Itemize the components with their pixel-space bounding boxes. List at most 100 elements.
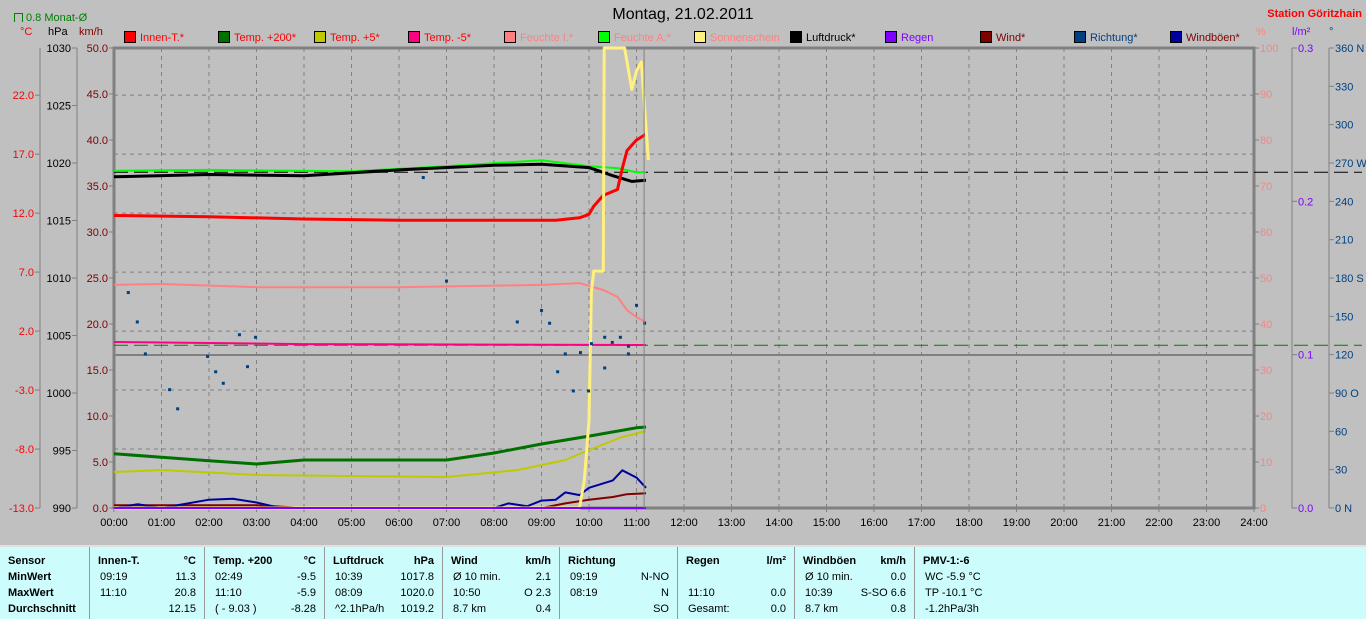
cell-label: Gesamt: xyxy=(688,603,730,615)
table-row xyxy=(678,571,794,587)
table-column: Luftdruck hPa 10:39 1017.8 08:09 1020.0 ^2.1hP… xyxy=(325,547,443,619)
legend-label: Temp. +200* xyxy=(234,32,297,44)
cell-label: 11:10 xyxy=(100,587,127,599)
cell-label: 08:19 xyxy=(570,587,598,599)
rain-tick-label: 0.1 xyxy=(1298,350,1313,362)
x-tick-label: 09:00 xyxy=(528,517,556,529)
cell-label: ^2.1hPa/h xyxy=(335,603,385,615)
humidity-tick-label: 10 xyxy=(1260,457,1272,469)
cell-label: 09:19 xyxy=(100,571,128,583)
rain-tick-label: 0.3 xyxy=(1298,43,1313,55)
plot-frame xyxy=(112,46,1256,510)
humidity-tick-label: 0 xyxy=(1260,503,1266,515)
direction-tick-label: 360 N xyxy=(1335,43,1364,55)
cell-label: 11:10 xyxy=(688,587,715,599)
column-header: Richtung xyxy=(568,555,616,567)
direction-tick-label: 150 xyxy=(1335,311,1353,323)
column-unit: °C xyxy=(183,555,196,567)
x-tick-label: 00:00 xyxy=(100,517,128,529)
table-row: 09:19 11.3 xyxy=(90,571,204,587)
cell-value: 0.0 xyxy=(770,587,786,599)
column-header: Regen xyxy=(686,555,720,567)
cell-label: 8.7 km xyxy=(805,603,839,615)
humidity-tick-label: 40 xyxy=(1260,319,1272,331)
legend-item: Windböen* xyxy=(1170,31,1240,44)
table-header-row: Regen l/m² xyxy=(678,555,794,571)
wind-tick-label: 30.0 xyxy=(87,227,108,239)
monthly-average-icon xyxy=(14,13,23,22)
direction-point xyxy=(548,321,552,325)
x-tick-label: 24:00 xyxy=(1240,517,1268,529)
table-column: Windböen km/h Ø 10 min. 0.0 10:39 S-SO 6.6 8.7… xyxy=(795,547,915,619)
series-temp-5 xyxy=(113,430,647,478)
x-tick-label: 14:00 xyxy=(765,517,793,529)
cell-value: 0.0 xyxy=(770,603,786,615)
direction-point xyxy=(421,176,425,180)
table-header-row: PMV-1:-6 xyxy=(915,555,1366,571)
x-tick-label: 05:00 xyxy=(338,517,366,529)
table-row: MinWert xyxy=(0,571,89,587)
wind-tick-label: 20.0 xyxy=(87,319,108,331)
table-row: 02:49 -9.5 xyxy=(205,571,324,587)
direction-point xyxy=(206,354,210,358)
direction-point xyxy=(126,291,130,295)
legend-item: Temp. +200* xyxy=(218,31,296,44)
unit-label: km/h xyxy=(79,26,103,38)
legend-swatch xyxy=(218,31,230,43)
statistics-table: Sensor MinWert MaxWert Durchschnitt Innen-T.… xyxy=(0,545,1366,619)
legend-swatch xyxy=(694,31,706,43)
direction-point xyxy=(587,389,591,393)
direction-tick-label: 180 S xyxy=(1335,273,1364,285)
table-row: WC -5.9 °C xyxy=(915,571,1366,587)
x-tick-label: 06:00 xyxy=(385,517,413,529)
cell-value: S-SO 6.6 xyxy=(860,587,906,599)
wind-tick-label: 5.0 xyxy=(93,457,108,469)
column-header: Temp. +200 xyxy=(213,555,273,567)
legend-label: Windböen* xyxy=(1186,32,1240,44)
table-column: Wind km/h Ø 10 min. 2.1 10:50 O 2.3 8.7 km 0.4 xyxy=(443,547,560,619)
cell-label: Durchschnitt xyxy=(8,603,76,615)
pressure-tick-label: 995 xyxy=(53,446,71,458)
table-row: MaxWert xyxy=(0,587,89,603)
legend-label: Wind* xyxy=(996,32,1026,44)
table-row: ( - 9.03 ) -8.28 xyxy=(205,603,324,619)
table-row: Ø 10 min. 0.0 xyxy=(795,571,914,587)
cell-value: O 2.3 xyxy=(524,587,551,599)
wind-tick-label: 50.0 xyxy=(87,43,108,55)
legend-swatch xyxy=(504,31,516,43)
monthly-average-label: 0.8 Monat-Ø xyxy=(26,12,88,24)
legend-item: Temp. +5* xyxy=(314,31,380,44)
direction-tick-label: 60 xyxy=(1335,426,1347,438)
rain-tick-label: 0.0 xyxy=(1298,503,1313,515)
table-row: 11:10 -5.9 xyxy=(205,587,324,603)
humidity-tick-label: 20 xyxy=(1260,411,1272,423)
direction-tick-label: 30 xyxy=(1335,465,1347,477)
direction-point xyxy=(603,366,607,370)
pressure-tick-label: 1025 xyxy=(47,101,71,113)
series-wind xyxy=(114,492,647,509)
temp-tick-label: -8.0 xyxy=(15,444,34,456)
direction-point xyxy=(563,352,567,356)
pressure-tick-label: 1005 xyxy=(47,331,71,343)
pressure-tick-label: 1000 xyxy=(47,388,71,400)
table-row: TP -10.1 °C xyxy=(915,587,1366,603)
x-tick-label: 16:00 xyxy=(860,517,888,529)
direction-point xyxy=(246,365,249,369)
legend-swatch xyxy=(408,31,420,43)
x-tick-label: 12:00 xyxy=(670,517,698,529)
legend-label: Richtung* xyxy=(1090,32,1138,44)
legend-swatch xyxy=(598,31,610,43)
table-row: SO xyxy=(560,603,677,619)
temp-tick-label: 2.0 xyxy=(19,326,34,338)
cell-label: 08:09 xyxy=(335,587,363,599)
column-unit: l/m² xyxy=(766,555,786,567)
table-row: Durchschnitt xyxy=(0,603,89,619)
table-row: 08:19 N xyxy=(560,587,677,603)
cell-value: -8.28 xyxy=(290,603,316,615)
direction-point xyxy=(603,335,607,339)
column-header: Sensor xyxy=(8,555,46,567)
monthly-average-indicator: 0.8 Monat-Ø xyxy=(14,12,87,24)
legend-label: Temp. -5* xyxy=(424,32,472,44)
wind-tick-label: 25.0 xyxy=(87,273,108,285)
legend-item: Regen xyxy=(885,31,933,44)
